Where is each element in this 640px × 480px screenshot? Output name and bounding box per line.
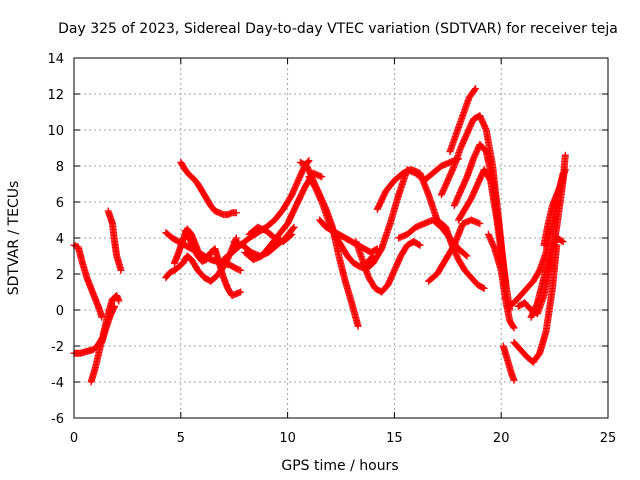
data-point <box>510 376 518 384</box>
data-point <box>510 324 518 332</box>
data-point <box>416 241 424 249</box>
y-tick-label: 14 <box>47 52 64 67</box>
data-point <box>290 223 298 231</box>
data-point <box>480 284 488 292</box>
data-point <box>289 224 297 232</box>
data-point <box>111 302 119 310</box>
data-point <box>561 166 569 174</box>
data-point <box>509 323 517 331</box>
x-tick-label: 0 <box>70 431 78 446</box>
data-point <box>318 173 326 181</box>
y-tick-label: -4 <box>51 376 64 391</box>
data-point <box>462 251 470 259</box>
data-point <box>559 238 567 246</box>
x-tick-label: 15 <box>386 431 403 446</box>
data-point <box>561 151 569 159</box>
data-point <box>287 231 295 239</box>
series-track-1 <box>70 241 106 321</box>
x-axis-label: GPS time / hours <box>281 458 398 474</box>
y-tick-label: 8 <box>56 160 64 175</box>
axis-ticks: 0 5 10 15 20 25 -6 -4 -2 0 2 4 6 8 10 12 14 <box>47 52 616 446</box>
data-point <box>237 288 245 296</box>
series-track-11 <box>220 157 313 264</box>
series-track-9 <box>181 227 245 300</box>
series-track-14 <box>245 223 296 246</box>
series-track-31 <box>510 241 561 366</box>
series-track-28 <box>484 230 518 332</box>
data-point <box>232 234 240 242</box>
x-tick-label: 20 <box>493 431 510 446</box>
data-point <box>237 266 245 274</box>
series-track-33 <box>527 234 567 321</box>
series-track-10 <box>177 158 240 219</box>
series-track-34 <box>540 166 569 249</box>
x-tick-label: 10 <box>279 431 296 446</box>
y-tick-label: 6 <box>56 196 64 211</box>
data-point <box>115 297 123 305</box>
y-axis-label: SDTVAR / TECUs <box>6 181 22 296</box>
y-tick-label: 2 <box>56 268 64 283</box>
chart-title: Day 325 of 2023, Sidereal Day-to-day VTE… <box>58 21 618 37</box>
series-track-24 <box>446 85 480 156</box>
data-point <box>288 230 296 238</box>
data-point <box>117 266 125 274</box>
data-point <box>354 322 362 330</box>
series-track-22 <box>425 216 484 285</box>
series-track-17 <box>316 216 381 256</box>
y-tick-label: 12 <box>47 88 64 103</box>
series-track-4 <box>104 207 125 274</box>
y-tick-label: -2 <box>51 340 64 355</box>
series-track-19 <box>360 155 462 274</box>
data-points <box>70 85 569 386</box>
x-tick-label: 5 <box>177 431 185 446</box>
series-track-13 <box>241 169 326 264</box>
y-tick-label: 10 <box>47 124 64 139</box>
data-point <box>476 220 484 228</box>
series-track-29 <box>499 342 518 384</box>
series-track-5 <box>98 302 119 346</box>
data-point <box>305 157 313 165</box>
data-point <box>415 240 423 248</box>
series-track-23 <box>442 223 488 292</box>
data-point <box>558 237 566 245</box>
y-tick-label: -6 <box>51 412 64 427</box>
data-point <box>463 252 471 260</box>
y-tick-label: 0 <box>56 304 64 319</box>
data-point <box>471 86 479 94</box>
x-tick-label: 25 <box>600 431 617 446</box>
data-point <box>472 85 480 93</box>
y-tick-label: 4 <box>56 232 64 247</box>
data-point <box>232 209 240 217</box>
data-point <box>479 284 487 292</box>
